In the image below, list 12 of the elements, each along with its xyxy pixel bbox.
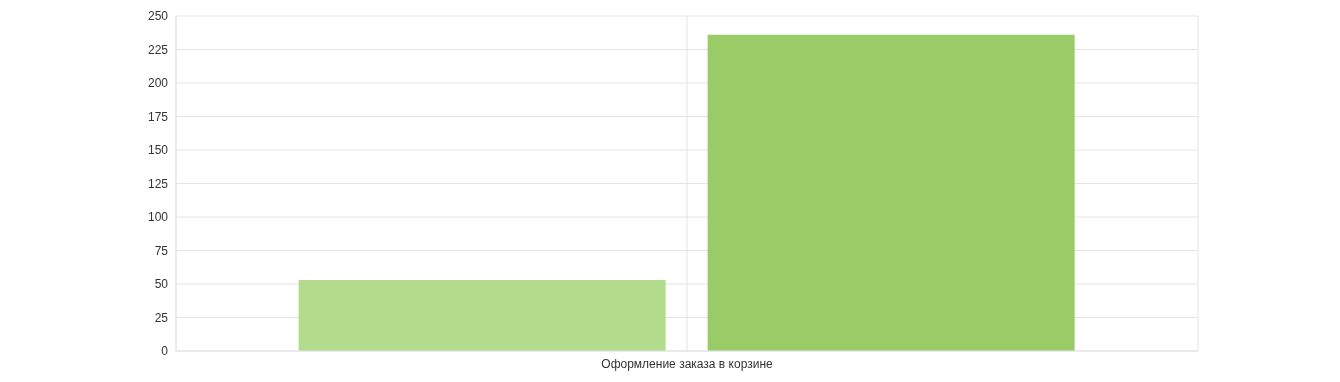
y-tick-label: 225 [147, 42, 169, 57]
y-tick-label: 250 [147, 9, 169, 24]
y-tick-label: 100 [147, 210, 169, 225]
y-tick-label: 25 [154, 310, 169, 325]
y-tick-label: 75 [154, 243, 169, 258]
y-tick-label: 50 [154, 277, 169, 292]
y-tick-label: 175 [147, 109, 169, 124]
y-tick-label: 0 [161, 344, 169, 359]
y-tick-label: 125 [147, 176, 169, 191]
x-tick-label: Оформление заказа в корзине [601, 356, 774, 371]
y-tick-label: 150 [147, 143, 169, 158]
y-tick-label: 200 [147, 76, 169, 91]
